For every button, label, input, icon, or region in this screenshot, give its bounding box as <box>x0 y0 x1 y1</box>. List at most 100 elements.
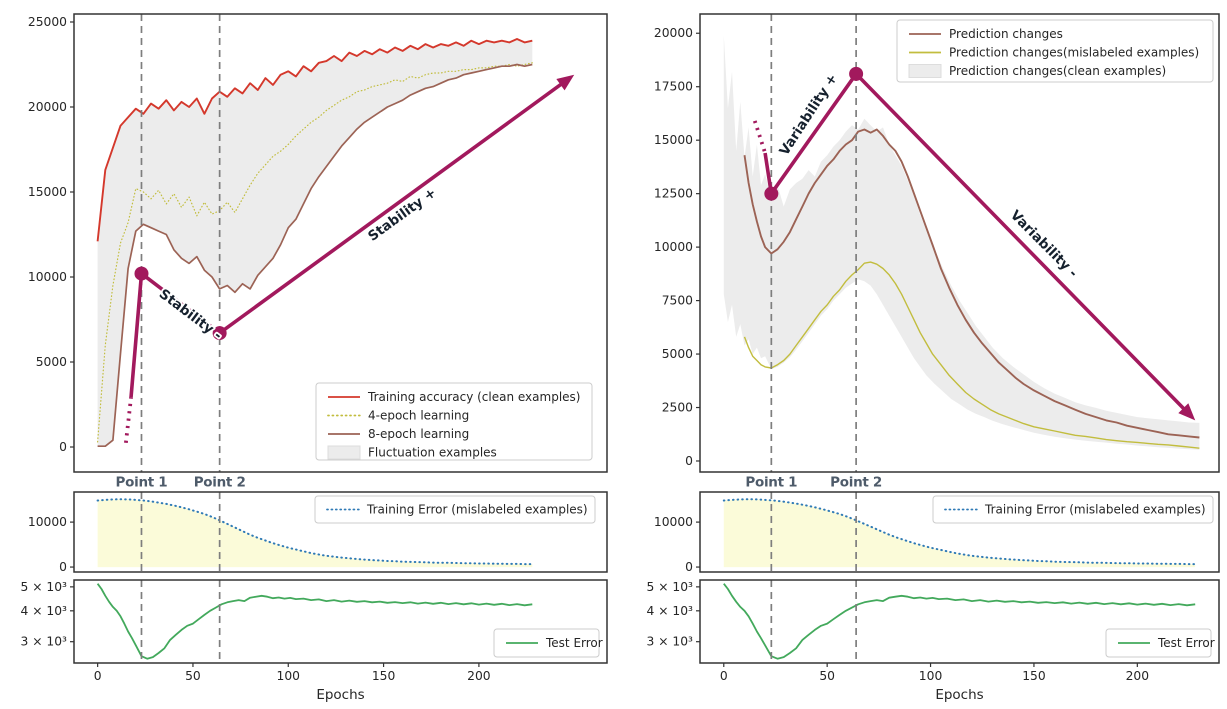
y-tick-label: 10000 <box>28 270 67 284</box>
plot-test-error-right: 3 × 10³ 4 × 10³ 5 × 10³ 0 50 100 150 200 Epochs T… <box>646 579 1220 703</box>
annotation-label: Variability - <box>1007 207 1081 281</box>
y-tick-label: 20000 <box>28 100 67 114</box>
y-tick-label: 15000 <box>28 185 67 199</box>
axes-spines <box>699 579 1220 664</box>
legend-label: Prediction changes <box>949 27 1063 41</box>
area-fill-training_error <box>97 499 533 568</box>
y-tick-label: 5 × 10³ <box>20 580 67 594</box>
y-tick-label: 0 <box>59 560 67 574</box>
annotation-dotted-lead <box>124 397 133 444</box>
legend-label: Test Error <box>1157 636 1215 650</box>
point-label-2: Point 2 <box>830 475 882 491</box>
y-tick-label: 4 × 10³ <box>20 604 67 618</box>
axes-spines <box>73 13 608 473</box>
x-tick-label: 200 <box>467 669 490 683</box>
x-axis-label: Epochs <box>935 687 983 703</box>
legend-label: Fluctuation examples <box>368 446 497 460</box>
axes-spines <box>73 491 608 573</box>
legend: Training accuracy (clean examples) 4-epoc… <box>315 382 593 461</box>
plot-training-error-left: 0 10000 Training Error (mislabeled example… <box>28 491 608 574</box>
x-tick-label: 50 <box>819 669 835 683</box>
y-tick-label: 20000 <box>654 26 693 40</box>
series-line-stability-1 <box>97 62 533 443</box>
legend-swatch-patch <box>908 64 942 78</box>
legend-box <box>932 495 1214 524</box>
axes-spines <box>699 491 1220 573</box>
plot-variability-right: Variability + Variability - 0 2500 5000 7500 1… <box>654 13 1220 491</box>
x-tick-label: 50 <box>185 669 201 683</box>
annotation-marker-1 <box>134 266 149 281</box>
y-tick-label: 5000 <box>36 355 67 369</box>
legend: Test Error <box>493 628 603 658</box>
x-tick-label: 100 <box>277 669 300 683</box>
y-tick-label: 4 × 10³ <box>646 604 693 618</box>
series-line-training_error-0 <box>96 498 534 566</box>
point-label-2: Point 2 <box>194 475 246 491</box>
y-tick-label: 0 <box>59 440 67 454</box>
legend: Training Error (mislabeled examples) <box>314 495 596 524</box>
legend-label: 8-epoch learning <box>368 427 469 441</box>
annotation-marker-2 <box>212 326 227 341</box>
x-tick-label: 100 <box>919 669 942 683</box>
series-line-stability-2 <box>97 63 533 448</box>
y-tick-label: 15000 <box>654 133 693 147</box>
y-tick-label: 17500 <box>654 80 693 94</box>
x-tick-label: 0 <box>720 669 728 683</box>
band-variability <box>723 35 1200 450</box>
annotation-arrowhead <box>1178 403 1196 421</box>
y-tick-label: 25000 <box>28 15 67 29</box>
series-line-variability-0 <box>743 128 1200 439</box>
series-line-training_error-0 <box>722 498 1197 566</box>
area-fill-training_error <box>723 499 1196 568</box>
series-line-stability-0 <box>96 38 533 242</box>
annotation-arrow-line <box>129 79 567 398</box>
x-tick-label: 200 <box>1126 669 1149 683</box>
y-tick-label: 0 <box>685 454 693 468</box>
legend-label: Training Error (mislabeled examples) <box>366 503 588 517</box>
legend-swatch-patch <box>327 445 361 460</box>
series-line-test_error-0 <box>96 583 533 660</box>
annotation-arrowhead <box>556 74 575 91</box>
legend-box <box>493 628 600 658</box>
point-label-1: Point 1 <box>745 475 797 491</box>
legend-label: Prediction changes(mislabeled examples) <box>949 46 1199 60</box>
annotation-marker-2 <box>849 66 864 81</box>
y-tick-label: 10000 <box>654 240 693 254</box>
plot-stability-left: Stability - Stability + 0 5000 10000 15000 200… <box>28 13 608 491</box>
y-tick-label: 5 × 10³ <box>646 580 693 594</box>
x-tick-label: 150 <box>1022 669 1045 683</box>
y-tick-label: 3 × 10³ <box>646 635 693 649</box>
legend-box <box>315 382 593 461</box>
series-line-test_error-0 <box>723 583 1196 660</box>
plot-training-error-right: 0 10000 Training Error (mislabeled example… <box>654 491 1220 574</box>
y-tick-label: 10000 <box>654 515 693 529</box>
x-tick-label: 150 <box>372 669 395 683</box>
annotation-dotted-lead <box>752 120 767 154</box>
point-label-1: Point 1 <box>116 475 168 491</box>
x-axis-label: Epochs <box>316 687 364 703</box>
legend: Training Error (mislabeled examples) <box>932 495 1214 524</box>
legend: Test Error <box>1105 628 1215 658</box>
band-stability <box>97 39 533 447</box>
y-tick-label: 0 <box>685 560 693 574</box>
legend-box <box>1105 628 1212 658</box>
annotation-label: Stability - <box>156 286 225 344</box>
y-tick-label: 5000 <box>662 347 693 361</box>
plot-test-error-left: 3 × 10³ 4 × 10³ 5 × 10³ 0 50 100 150 200 Epochs T… <box>20 579 608 703</box>
annotation-label: Stability + <box>365 185 439 245</box>
legend-label: Training accuracy (clean examples) <box>367 390 580 404</box>
y-tick-label: 10000 <box>28 515 67 529</box>
y-tick-label: 2500 <box>662 401 693 415</box>
annotation-label: Variability + <box>776 71 841 159</box>
legend-label: Training Error (mislabeled examples) <box>984 503 1206 517</box>
legend-label: 4-epoch learning <box>368 409 469 423</box>
legend-label: Test Error <box>545 636 603 650</box>
axes-spines <box>699 13 1220 473</box>
legend-box <box>314 495 596 524</box>
legend: Prediction changes Prediction changes(mis… <box>896 19 1214 83</box>
legend-label: Prediction changes(clean examples) <box>949 64 1166 78</box>
y-tick-label: 7500 <box>662 294 693 308</box>
annotation-marker-1 <box>764 186 779 201</box>
annotation-arrow-line <box>763 72 1189 414</box>
